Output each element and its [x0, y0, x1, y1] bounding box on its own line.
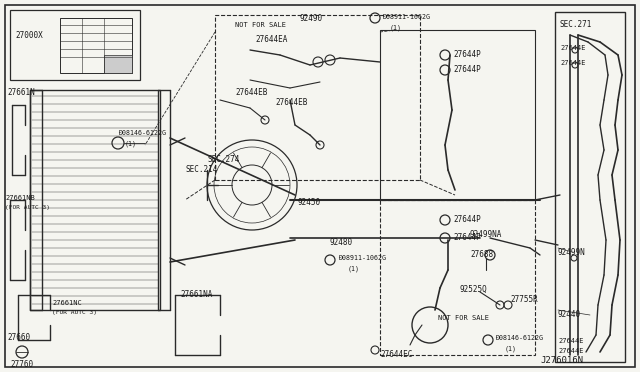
Text: Ð08911-1062G: Ð08911-1062G: [382, 14, 430, 20]
Text: 27661NB: 27661NB: [5, 195, 35, 201]
Text: 27644EA: 27644EA: [255, 35, 287, 44]
Text: (FOR AUTC 3): (FOR AUTC 3): [5, 205, 50, 210]
Bar: [60, 18, 132, 73]
Text: (1): (1): [348, 265, 360, 272]
Text: (1): (1): [125, 140, 137, 147]
Text: 92499NA: 92499NA: [470, 230, 502, 239]
Text: Ð08146-6122G: Ð08146-6122G: [495, 335, 543, 341]
Text: 27660: 27660: [7, 333, 30, 342]
Text: 27644EC: 27644EC: [380, 350, 412, 359]
Bar: [104, 55, 132, 73]
Text: 27755R: 27755R: [510, 295, 538, 304]
Text: 27000X: 27000X: [15, 31, 43, 39]
Text: NOT FOR SALE: NOT FOR SALE: [235, 22, 286, 28]
Text: Ð08911-1062G: Ð08911-1062G: [338, 255, 386, 261]
Text: 27644P: 27644P: [453, 215, 481, 224]
Text: 27644P: 27644P: [453, 50, 481, 59]
Text: 27644P: 27644P: [453, 233, 481, 242]
Text: 92450: 92450: [298, 198, 321, 207]
Text: 27644EB: 27644EB: [275, 98, 307, 107]
Text: 27688: 27688: [470, 250, 493, 259]
Text: Ð08146-6122G: Ð08146-6122G: [118, 130, 166, 136]
Text: SEC.274: SEC.274: [208, 155, 241, 164]
Text: SEC.214: SEC.214: [185, 165, 218, 174]
Text: J276016N: J276016N: [540, 356, 583, 365]
Text: 27644E: 27644E: [560, 60, 586, 66]
Text: (1): (1): [505, 345, 517, 352]
Text: 92499N: 92499N: [558, 248, 586, 257]
Text: NOT FOR SALE: NOT FOR SALE: [438, 315, 489, 321]
Text: 92440: 92440: [558, 310, 581, 319]
Text: (FOR AUTC 3): (FOR AUTC 3): [52, 310, 97, 315]
Text: 27760: 27760: [10, 360, 33, 369]
Text: 27644E: 27644E: [558, 338, 584, 344]
Bar: [555, 12, 625, 362]
Bar: [215, 15, 420, 180]
Text: 92525Q: 92525Q: [460, 285, 488, 294]
Text: 92480: 92480: [330, 238, 353, 247]
Bar: [380, 30, 535, 200]
Bar: [10, 10, 140, 80]
Text: SEC.271: SEC.271: [560, 20, 593, 29]
Text: 27661NC: 27661NC: [52, 300, 82, 306]
Text: 27644E: 27644E: [560, 45, 586, 51]
Text: 92490: 92490: [300, 14, 323, 23]
Text: 27644EB: 27644EB: [235, 88, 268, 97]
Text: 27644E: 27644E: [558, 348, 584, 354]
Text: 27644P: 27644P: [453, 65, 481, 74]
Bar: [380, 200, 535, 355]
Text: (1): (1): [390, 24, 402, 31]
Bar: [30, 90, 160, 310]
Text: 27661NA: 27661NA: [180, 290, 212, 299]
Text: 27661N: 27661N: [7, 88, 35, 97]
